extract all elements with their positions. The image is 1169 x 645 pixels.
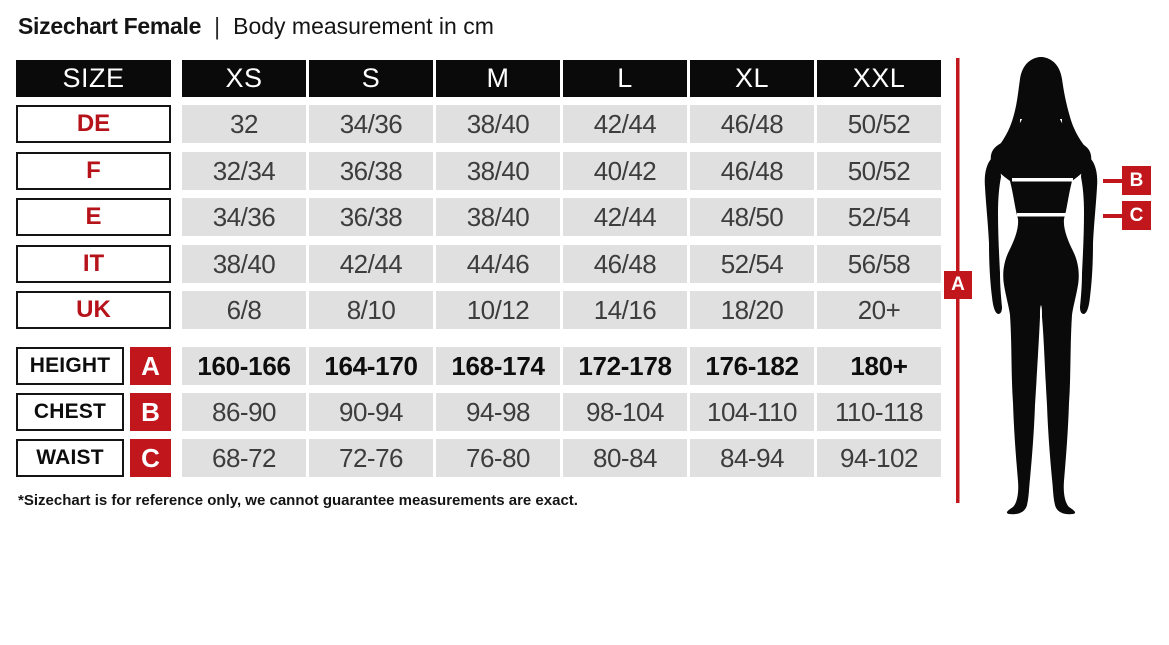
female-silhouette-figure xyxy=(956,57,1098,515)
height-value: 160-166 xyxy=(182,347,306,385)
height-value: 180+ xyxy=(817,347,941,385)
height-value: 172-178 xyxy=(563,347,687,385)
header-cell-xs: XS xyxy=(182,60,306,97)
size-value: 14/16 xyxy=(563,291,687,329)
silhouette-left-arm xyxy=(984,159,1002,314)
size-value: 8/10 xyxy=(309,291,433,329)
waist-measure-line xyxy=(1017,213,1070,217)
row-label-it: IT xyxy=(16,245,171,283)
marker-a-figure-badge: A xyxy=(944,271,972,299)
table-row-uk: UK 6/8 8/10 10/12 14/16 18/20 20+ xyxy=(16,291,944,329)
waist-value: 72-76 xyxy=(309,439,433,477)
row-label-height: HEIGHT xyxy=(16,347,124,385)
page-title: Sizechart Female | Body measurement in c… xyxy=(18,12,494,40)
size-value: 36/38 xyxy=(309,152,433,190)
title-separator: | xyxy=(214,12,221,40)
height-value: 168-174 xyxy=(436,347,560,385)
size-value: 6/8 xyxy=(182,291,306,329)
waist-value: 68-72 xyxy=(182,439,306,477)
chest-measure-line xyxy=(1012,178,1073,182)
table-row-f: F 32/34 36/38 38/40 40/42 46/48 50/52 xyxy=(16,152,944,190)
marker-c-dash xyxy=(1103,214,1122,218)
row-label-de: DE xyxy=(16,105,171,143)
chest-value: 110-118 xyxy=(817,393,941,431)
row-label-waist: WAIST xyxy=(16,439,124,477)
size-value: 34/36 xyxy=(309,105,433,143)
chest-value: 98-104 xyxy=(563,393,687,431)
table-row-chest: CHEST B 86-90 90-94 94-98 98-104 104-110… xyxy=(16,393,944,431)
size-value: 40/42 xyxy=(563,152,687,190)
table-row-de: DE 32 34/36 38/40 42/44 46/48 50/52 xyxy=(16,105,944,143)
waist-value: 84-94 xyxy=(690,439,814,477)
marker-c-figure-badge: C xyxy=(1122,201,1151,230)
title-main: Sizechart Female xyxy=(18,13,202,39)
size-value: 38/40 xyxy=(436,198,560,236)
chest-value: 90-94 xyxy=(309,393,433,431)
size-value: 10/12 xyxy=(436,291,560,329)
chest-value: 104-110 xyxy=(690,393,814,431)
silhouette-body xyxy=(990,112,1092,515)
header-cell-m: M xyxy=(436,60,560,97)
table-row-e: E 34/36 36/38 38/40 42/44 48/50 52/54 xyxy=(16,198,944,236)
size-value: 36/38 xyxy=(309,198,433,236)
size-value: 38/40 xyxy=(182,245,306,283)
header-cell-l: L xyxy=(563,60,687,97)
marker-b-figure-badge: B xyxy=(1122,166,1151,195)
footnote-text: *Sizechart is for reference only, we can… xyxy=(18,492,578,509)
size-value: 32/34 xyxy=(182,152,306,190)
size-value: 32 xyxy=(182,105,306,143)
silhouette-right-arm xyxy=(1080,159,1098,314)
size-value: 52/54 xyxy=(690,245,814,283)
waist-value: 80-84 xyxy=(563,439,687,477)
size-value: 42/44 xyxy=(563,105,687,143)
waist-value: 76-80 xyxy=(436,439,560,477)
size-value: 46/48 xyxy=(690,152,814,190)
title-subtitle: Body measurement in cm xyxy=(233,13,494,39)
height-value: 176-182 xyxy=(690,347,814,385)
header-cell-size: SIZE xyxy=(16,60,171,97)
row-label-f: F xyxy=(16,152,171,190)
table-header-row: SIZE XS S M L XL XXL xyxy=(16,60,944,97)
row-label-uk: UK xyxy=(16,291,171,329)
size-value: 42/44 xyxy=(563,198,687,236)
marker-b-table-badge: B xyxy=(130,393,171,431)
size-value: 50/52 xyxy=(817,152,941,190)
marker-a-table-badge: A xyxy=(130,347,171,385)
size-value: 52/54 xyxy=(817,198,941,236)
chest-value: 94-98 xyxy=(436,393,560,431)
row-label-e: E xyxy=(16,198,171,236)
size-value: 38/40 xyxy=(436,152,560,190)
size-value: 42/44 xyxy=(309,245,433,283)
header-cell-s: S xyxy=(309,60,433,97)
size-value: 44/46 xyxy=(436,245,560,283)
marker-b-dash xyxy=(1103,179,1122,183)
height-value: 164-170 xyxy=(309,347,433,385)
silhouette-head xyxy=(1021,57,1061,109)
chest-value: 86-90 xyxy=(182,393,306,431)
size-value: 46/48 xyxy=(563,245,687,283)
size-value: 18/20 xyxy=(690,291,814,329)
header-cell-xl: XL xyxy=(690,60,814,97)
size-value: 48/50 xyxy=(690,198,814,236)
size-value: 38/40 xyxy=(436,105,560,143)
row-label-chest: CHEST xyxy=(16,393,124,431)
marker-c-table-badge: C xyxy=(130,439,171,477)
header-cell-xxl: XXL xyxy=(817,60,941,97)
table-row-it: IT 38/40 42/44 44/46 46/48 52/54 56/58 xyxy=(16,245,944,283)
size-value: 34/36 xyxy=(182,198,306,236)
table-row-height: HEIGHT A 160-166 164-170 168-174 172-178… xyxy=(16,347,944,385)
size-value: 56/58 xyxy=(817,245,941,283)
size-value: 50/52 xyxy=(817,105,941,143)
size-value: 20+ xyxy=(817,291,941,329)
table-row-waist: WAIST C 68-72 72-76 76-80 80-84 84-94 94… xyxy=(16,439,944,477)
waist-value: 94-102 xyxy=(817,439,941,477)
size-value: 46/48 xyxy=(690,105,814,143)
